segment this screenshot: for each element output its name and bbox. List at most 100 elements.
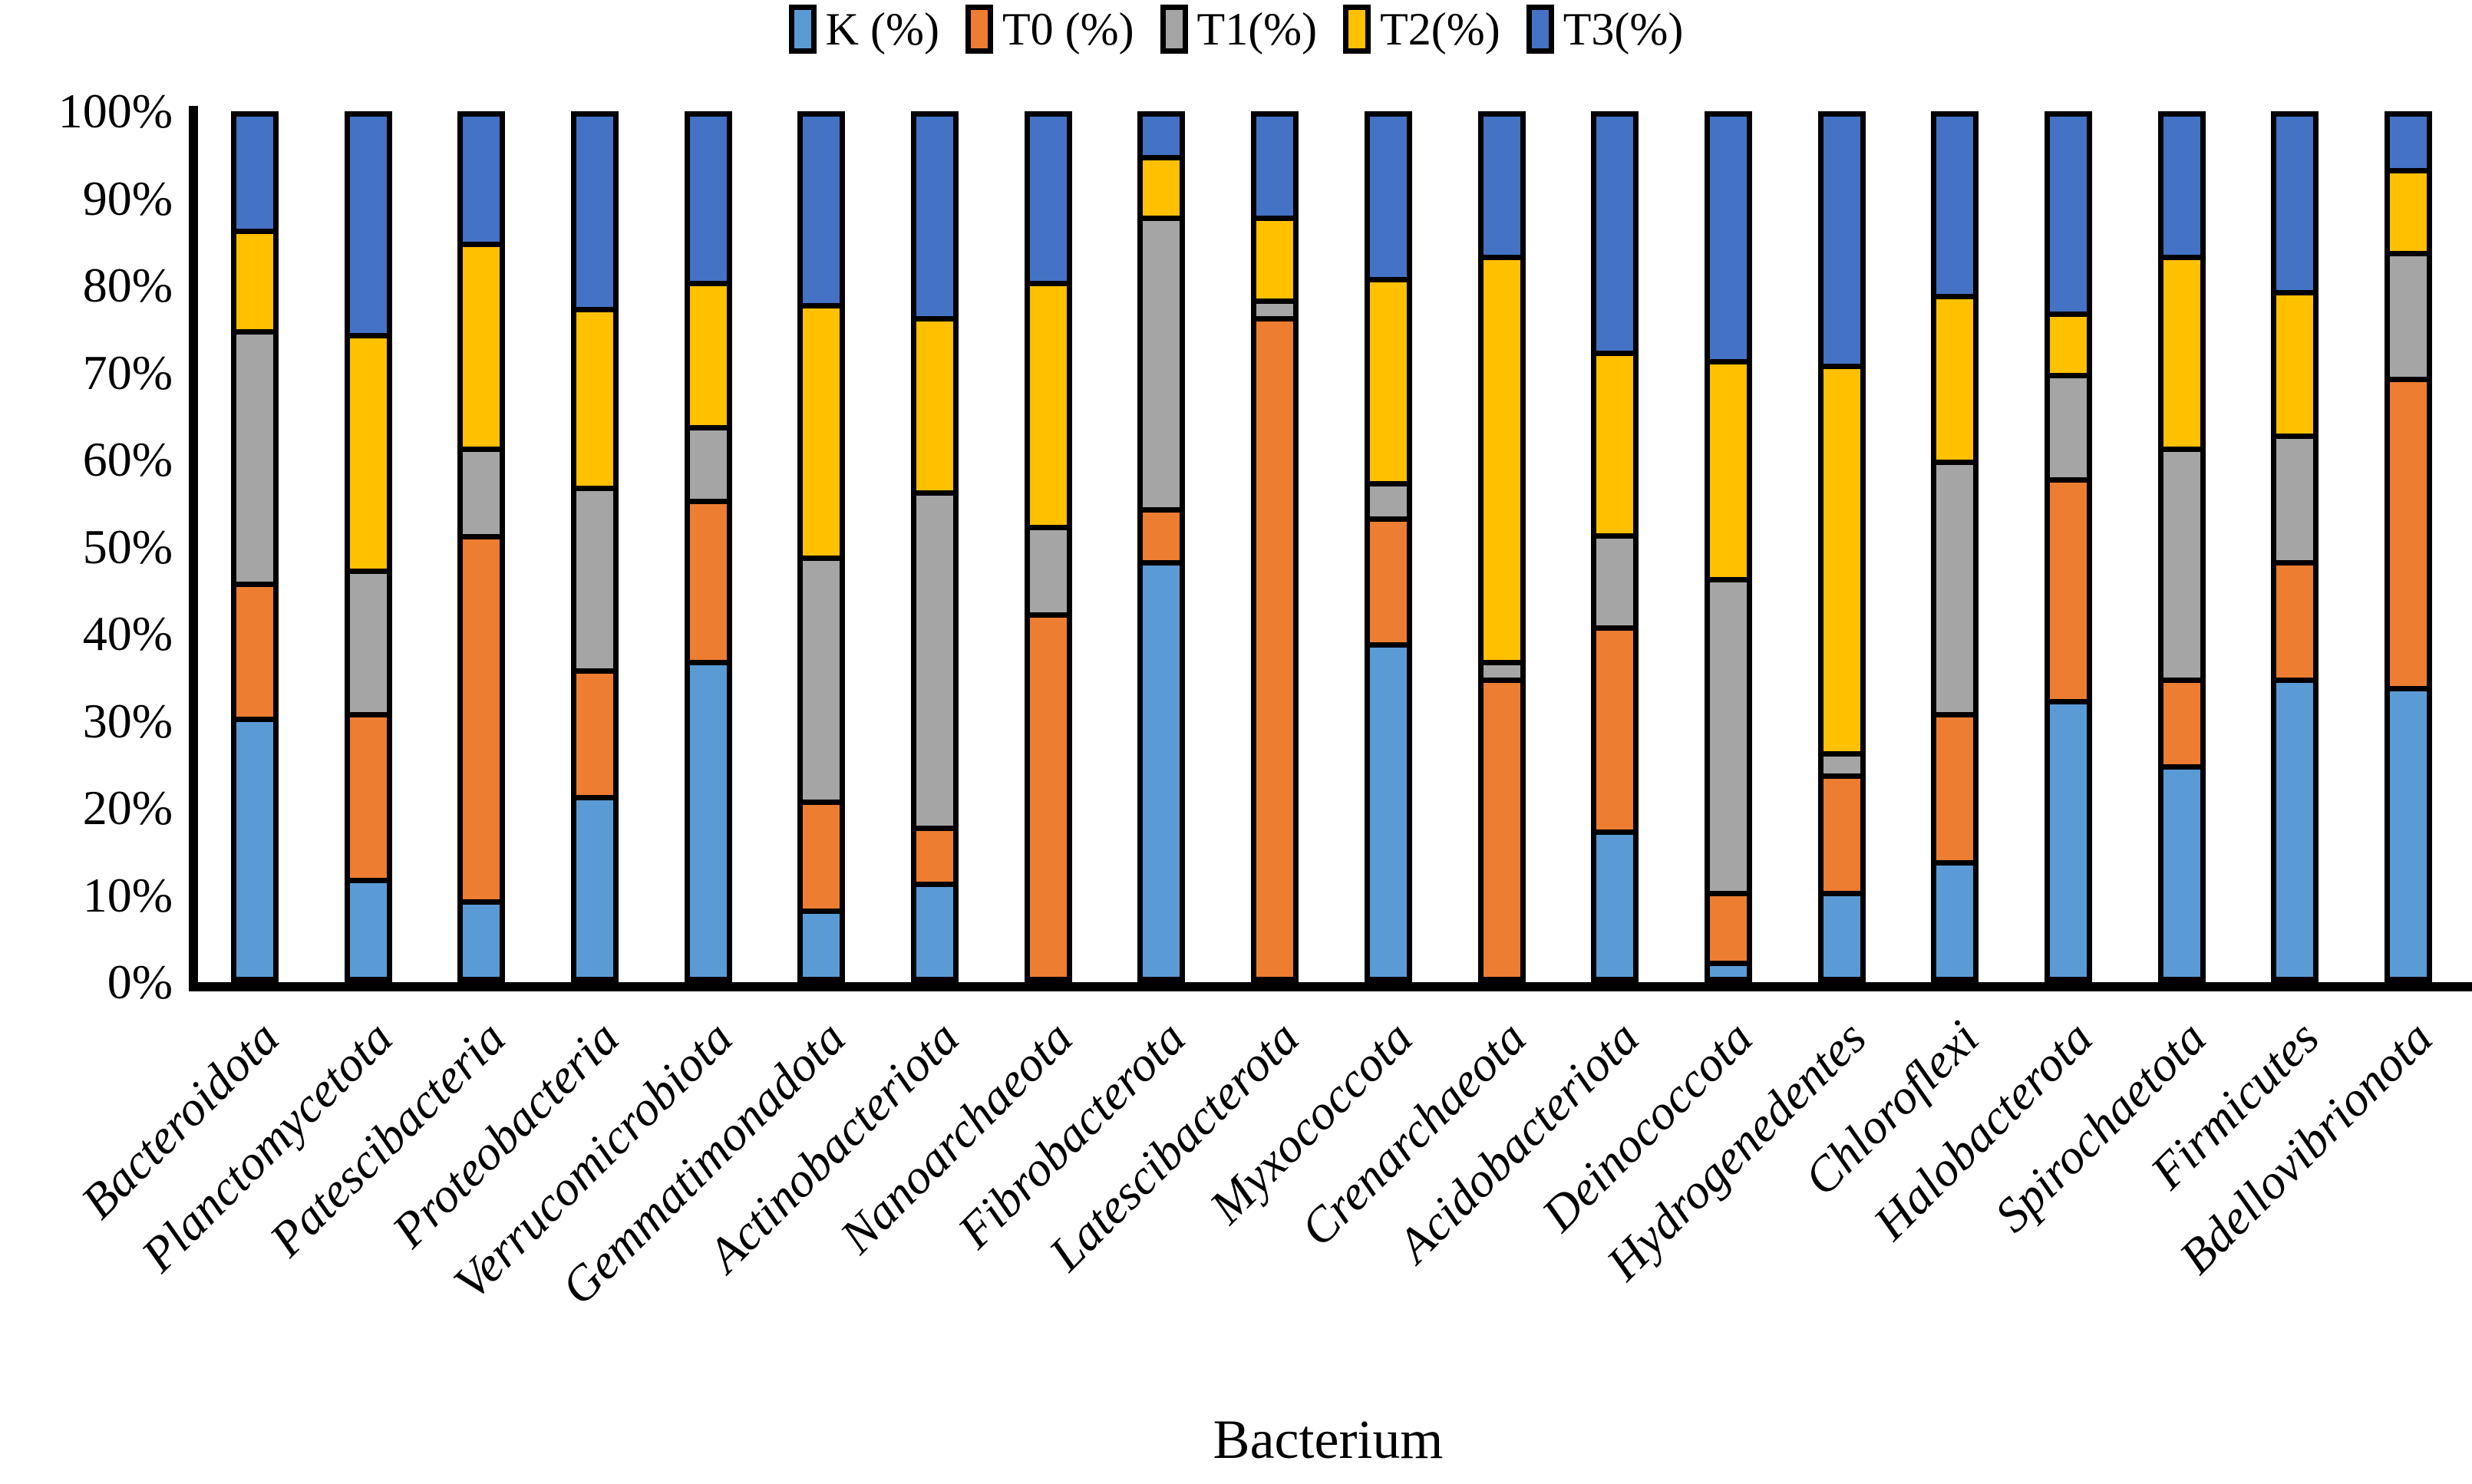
bar-segment-t0 [2045, 477, 2093, 700]
y-tick-label: 0% [107, 955, 173, 1009]
bar-segment-t1 [230, 328, 279, 582]
bar-segment-k [570, 794, 619, 982]
bar-segment-t3 [570, 111, 619, 308]
bar-segment-t3 [230, 111, 279, 229]
bar-segment-k [1364, 642, 1412, 982]
y-tick-label: 60% [82, 432, 173, 486]
legend-label: T3(%) [1563, 4, 1684, 54]
bar-segment-t2 [911, 315, 959, 490]
bar-segment-t0 [1704, 890, 1752, 961]
chart-legend: K (%) T0 (%) T1(%) T2(%) T3(%) [0, 5, 2472, 54]
bar-firmicutes [2271, 111, 2319, 982]
y-tick-label: 10% [82, 867, 173, 922]
bar-segment-t1 [1251, 298, 1299, 316]
bar-segment-t2 [1931, 294, 1979, 460]
bar-segment-t0 [230, 581, 279, 717]
bar-hydrogenedentes [1817, 111, 1866, 982]
bar-patescibacteria [457, 111, 506, 982]
bar-segment-k [2271, 677, 2319, 982]
y-tick-label: 80% [82, 258, 173, 312]
x-axis-line [189, 982, 2472, 991]
bar-segment-t2 [2157, 255, 2206, 447]
bar-segment-k [457, 899, 506, 982]
bar-planctomycetota [344, 111, 392, 982]
bar-segment-t1 [1137, 216, 1186, 508]
legend-swatch-icon [965, 5, 993, 54]
bar-segment-t3 [1024, 111, 1072, 282]
legend-swatch-icon [1160, 5, 1188, 54]
bar-segment-t1 [2045, 372, 2093, 477]
y-axis-line [189, 106, 198, 991]
bar-segment-t1 [684, 424, 732, 500]
bar-segment-t0 [1817, 773, 1866, 891]
bar-segment-t1 [1024, 525, 1072, 612]
bar-segment-t1 [570, 486, 619, 669]
bar-segment-t0 [2157, 677, 2206, 765]
bar-segment-t2 [344, 333, 392, 569]
legend-item: T2(%) [1343, 5, 1500, 54]
legend-label: T0 (%) [1002, 4, 1134, 54]
bar-segment-t2 [1024, 281, 1072, 526]
bar-segment-t0 [911, 825, 959, 882]
bar-segment-t2 [2045, 312, 2093, 373]
bar-segment-k [1817, 890, 1866, 982]
bar-segment-t1 [344, 568, 392, 713]
bar-segment-t2 [684, 281, 732, 425]
bar-acidobacteriota [1591, 111, 1639, 982]
bar-spirochaetota [2157, 111, 2206, 982]
y-tick-label: 70% [82, 345, 173, 400]
bar-latescibacterota [1251, 111, 1299, 982]
bar-segment-t1 [2271, 433, 2319, 560]
bar-segment-t2 [797, 302, 846, 556]
bar-segment-t1 [2385, 250, 2433, 378]
bar-segment-k [2385, 686, 2433, 982]
bar-segment-t0 [1024, 612, 1072, 982]
bar-segment-t0 [344, 712, 392, 878]
bar-segment-t2 [1364, 276, 1412, 482]
legend-item: T1(%) [1160, 4, 1318, 54]
legend-swatch-icon [788, 5, 817, 54]
bar-segment-t3 [1817, 111, 1866, 364]
bar-segment-t1 [1817, 751, 1866, 773]
legend-label: T2(%) [1380, 4, 1500, 54]
bar-segment-k [1591, 829, 1639, 982]
bar-segment-t0 [1137, 507, 1186, 560]
legend-label: K (%) [825, 4, 939, 54]
bar-segment-k [797, 908, 846, 982]
bar-segment-t1 [1931, 460, 1979, 713]
bar-segment-t1 [2157, 446, 2206, 678]
y-tick-label: 90% [82, 170, 173, 226]
bar-segment-t2 [1477, 255, 1526, 661]
bar-segment-t3 [684, 111, 732, 282]
bar-segment-t3 [1251, 111, 1299, 216]
bar-segment-t2 [1591, 351, 1639, 534]
bar-segment-t3 [2385, 111, 2433, 168]
y-tick-label: 20% [82, 780, 173, 835]
bar-segment-k [1137, 559, 1186, 982]
bar-halobacterota [2045, 111, 2093, 982]
bar-segment-t0 [1251, 315, 1299, 982]
bar-verrucomicrobiota [684, 111, 732, 982]
bar-segment-t2 [457, 242, 506, 447]
y-tick-label: 40% [82, 606, 173, 661]
x-axis-title: Bacterium [1213, 1409, 1444, 1470]
bar-bacteroidota [230, 111, 279, 982]
bar-myxococcota [1364, 111, 1412, 982]
bar-segment-t3 [1931, 111, 1979, 295]
bar-segment-t3 [911, 111, 959, 316]
bar-segment-t3 [1704, 111, 1752, 360]
bar-segment-t2 [1817, 364, 1866, 752]
bar-segment-k [2045, 699, 2093, 982]
legend-label: T1(%) [1196, 4, 1318, 54]
legend-item: T3(%) [1526, 4, 1684, 54]
bar-segment-t3 [1591, 111, 1639, 351]
bar-segment-t1 [1704, 577, 1752, 891]
bar-segment-t3 [797, 111, 846, 303]
bar-segment-t0 [2385, 377, 2433, 687]
bar-proteobacteria [570, 111, 619, 982]
bar-segment-k [911, 882, 959, 982]
bar-segment-k [1931, 860, 1979, 982]
bar-segment-t1 [457, 447, 506, 534]
bar-segment-k [230, 716, 279, 982]
